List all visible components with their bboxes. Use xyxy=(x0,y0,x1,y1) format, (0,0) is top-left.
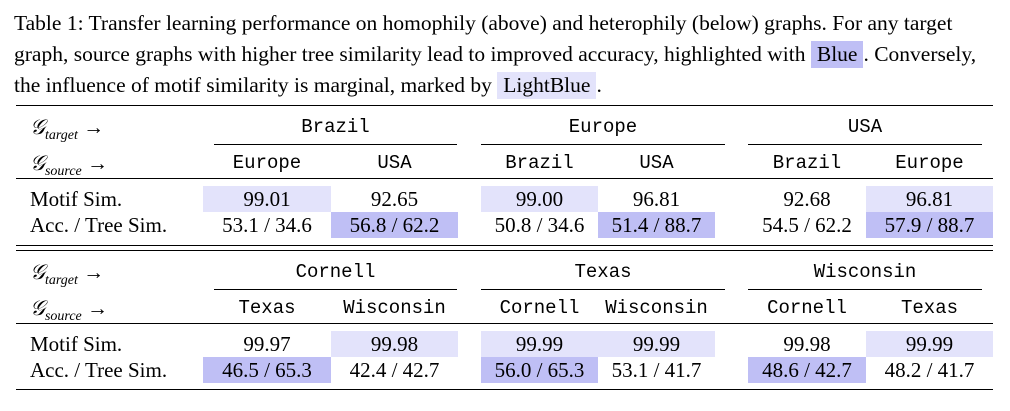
source-graph-name: Europe xyxy=(895,152,964,174)
source-graph-name: Texas xyxy=(900,297,958,319)
caption-text-1: Table 1: Transfer learning performance o… xyxy=(14,11,953,66)
motif-sim-value: 99.97 xyxy=(243,332,291,356)
caption-text-3: . xyxy=(596,73,602,97)
acc-tree-sim-label: Acc. / Tree Sim. xyxy=(30,213,168,237)
lightblue-highlight xyxy=(598,331,715,357)
acc-tree-sim-value: 57.9 / 88.7 xyxy=(884,213,975,237)
source-graph-name: Wisconsin xyxy=(343,297,446,319)
source-graph-name: Brazil xyxy=(505,152,574,174)
acc-tree-sim-value: 53.1 / 41.7 xyxy=(611,358,702,382)
graph-symbol: 𝒢 xyxy=(30,115,45,139)
target-graph-name: Wisconsin xyxy=(813,261,917,283)
acc-tree-sim-value: 56.8 / 62.2 xyxy=(349,213,440,237)
table-caption: Table 1: Transfer learning performance o… xyxy=(14,8,998,101)
lightblue-highlight xyxy=(481,186,598,212)
arrow-icon: → xyxy=(81,296,109,320)
header-rule-1 xyxy=(16,178,993,179)
motif-sim-value: 92.65 xyxy=(370,187,419,211)
source-row-label-0: 𝒢source → xyxy=(30,150,108,185)
source-graph-name: Cornell xyxy=(499,297,580,319)
source-graph-name: USA xyxy=(377,152,412,174)
lightblue-highlight xyxy=(866,331,993,357)
target-graph-name: Europe xyxy=(568,116,638,138)
blue-highlight xyxy=(481,357,598,383)
target-graph-name: Texas xyxy=(574,261,632,283)
source-graph-name: Europe xyxy=(232,152,302,174)
acc-tree-sim-value: 48.2 / 41.7 xyxy=(884,358,975,382)
target-group-rule xyxy=(748,144,982,145)
acc-tree-sim-label: Acc. / Tree Sim. xyxy=(30,358,168,382)
target-row-label-1: 𝒢target → xyxy=(30,259,104,294)
arrow-icon: → xyxy=(81,151,109,175)
acc-tree-sim-value: 42.4 / 42.7 xyxy=(349,358,440,382)
motif-sim-value: 99.00 xyxy=(515,187,564,211)
source-graph-name: Wisconsin xyxy=(605,297,708,319)
graph-subscript: target xyxy=(44,128,78,144)
caption-blue-swatch: Blue xyxy=(810,41,864,68)
motif-sim-value: 99.98 xyxy=(783,332,831,356)
target-group-rule xyxy=(481,144,725,145)
blue-highlight xyxy=(203,357,331,383)
lightblue-highlight xyxy=(866,186,993,212)
target-group-rule xyxy=(481,289,725,290)
mid-rule-a xyxy=(16,245,993,246)
acc-tree-sim-value: 54.5 / 62.2 xyxy=(762,213,852,237)
arrow-icon: → xyxy=(77,260,105,284)
motif-sim-value: 99.01 xyxy=(243,187,291,211)
caption-text-2: . Conversely, the influence of motif sim… xyxy=(14,42,977,97)
graph-symbol: 𝒢 xyxy=(30,260,45,284)
graph-subscript: source xyxy=(44,164,82,180)
graph-subscript: target xyxy=(44,273,78,289)
header-rule-2 xyxy=(16,323,993,324)
arrow-icon: → xyxy=(77,115,105,139)
acc-tree-sim-value: 46.5 / 65.3 xyxy=(222,358,312,382)
acc-tree-sim-value: 53.1 / 34.6 xyxy=(222,213,312,237)
source-graph-name: Texas xyxy=(238,297,296,319)
blue-highlight xyxy=(866,212,993,238)
blue-highlight xyxy=(598,212,715,238)
acc-tree-sim-value: 51.4 / 88.7 xyxy=(611,213,702,237)
acc-tree-sim-value: 48.6 / 42.7 xyxy=(762,358,852,382)
top-rule xyxy=(16,105,993,106)
motif-sim-value: 92.68 xyxy=(783,187,831,211)
target-group-rule xyxy=(214,144,457,145)
lightblue-highlight xyxy=(331,331,458,357)
target-row-label-0: 𝒢target → xyxy=(30,114,104,149)
target-graph-name: USA xyxy=(847,116,883,138)
target-graph-name: Cornell xyxy=(295,261,376,283)
source-row-label-1: 𝒢source → xyxy=(30,295,108,330)
motif-sim-label: Motif Sim. xyxy=(30,187,123,211)
source-graph-name: Brazil xyxy=(772,152,842,174)
mid-rule-b xyxy=(16,250,993,251)
graph-subscript: source xyxy=(44,309,82,325)
motif-sim-value: 99.99 xyxy=(632,332,681,356)
graph-symbol: 𝒢 xyxy=(30,296,45,320)
acc-tree-sim-value: 56.0 / 65.3 xyxy=(494,358,585,382)
acc-tree-sim-value: 50.8 / 34.6 xyxy=(494,213,585,237)
source-graph-name: USA xyxy=(639,152,674,174)
caption-lightblue-swatch: LightBlue xyxy=(497,72,597,99)
blue-highlight xyxy=(748,357,866,383)
motif-sim-value: 99.99 xyxy=(515,332,564,356)
lightblue-highlight xyxy=(203,186,331,212)
target-group-rule xyxy=(214,289,457,290)
bottom-rule xyxy=(16,389,993,390)
motif-sim-value: 99.99 xyxy=(905,332,954,356)
blue-highlight xyxy=(331,212,458,238)
graph-symbol: 𝒢 xyxy=(30,151,45,175)
target-graph-name: Brazil xyxy=(301,116,370,138)
source-graph-name: Cornell xyxy=(767,297,847,319)
target-group-rule xyxy=(748,289,982,290)
motif-sim-value: 96.81 xyxy=(632,187,681,211)
motif-sim-value: 96.81 xyxy=(905,187,954,211)
motif-sim-value: 99.98 xyxy=(370,332,419,356)
motif-sim-label: Motif Sim. xyxy=(30,332,123,356)
lightblue-highlight xyxy=(481,331,598,357)
